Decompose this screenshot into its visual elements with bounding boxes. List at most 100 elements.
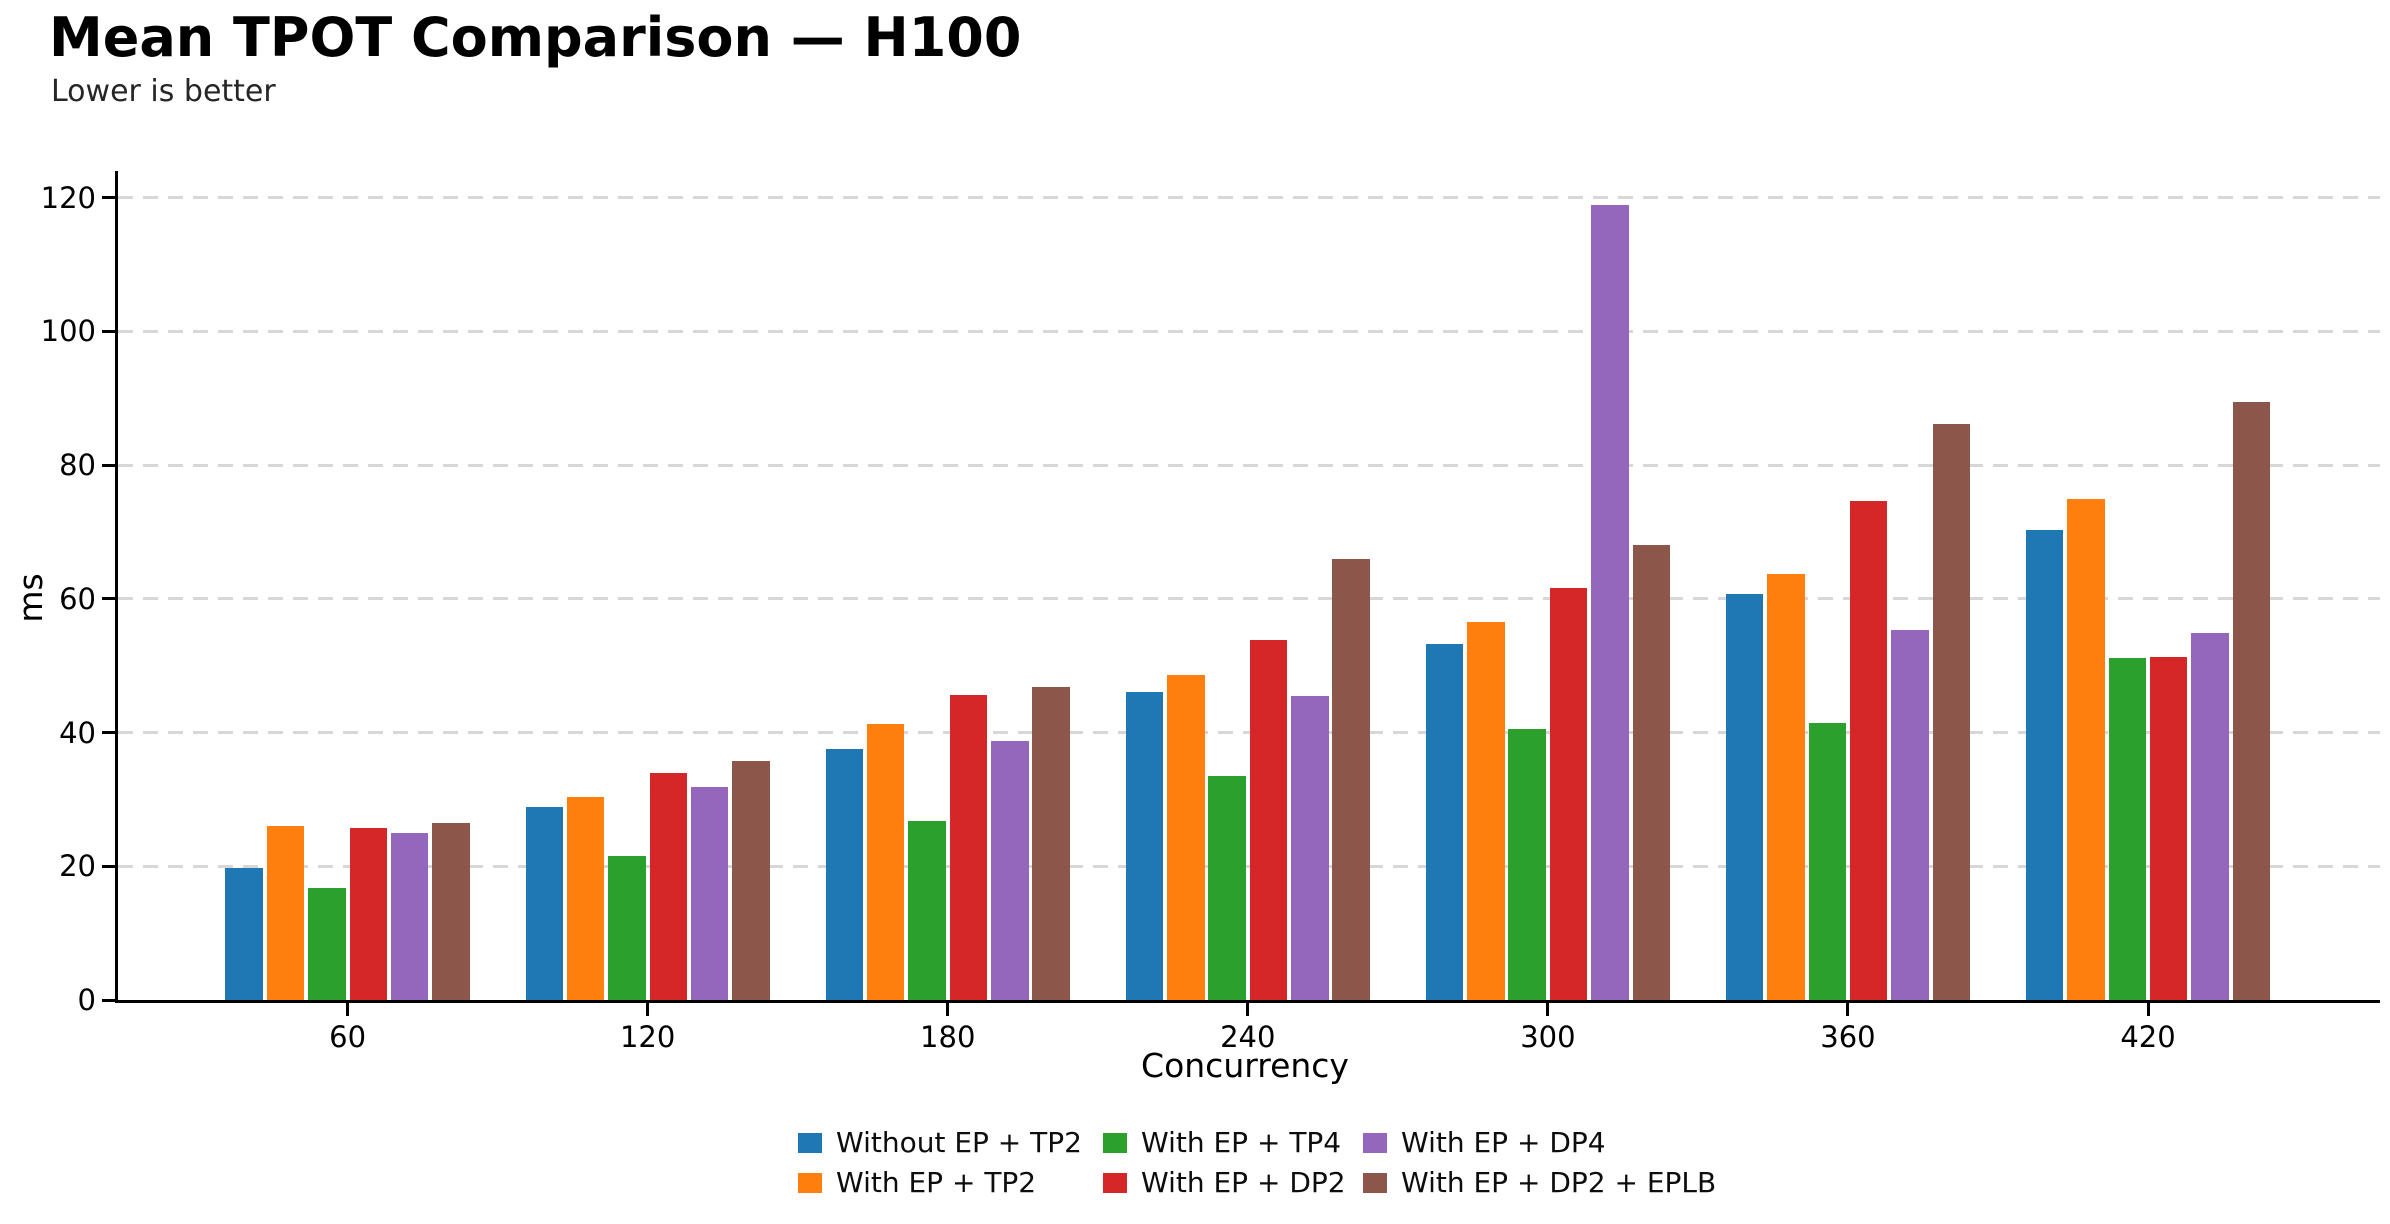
y-tick-label-80: 80 <box>59 448 96 483</box>
bar-with-ep-dp4-420 <box>2191 632 2229 1000</box>
legend-label: With EP + DP2 <box>1141 1166 1346 1199</box>
x-tick-label-360: 360 <box>1820 1020 1876 1054</box>
x-tick-label-60: 60 <box>329 1020 367 1054</box>
y-tick-label-120: 120 <box>40 180 96 215</box>
legend-swatch <box>1103 1173 1127 1193</box>
bar-without-ep-tp2-300 <box>1425 643 1464 1000</box>
gridline-60 <box>118 597 2380 601</box>
chart-title: Mean TPOT Comparison — H100 <box>49 6 1022 69</box>
bar-with-ep-dp4-360 <box>1891 629 1929 1000</box>
bar-with-ep-tp2-300 <box>1467 621 1505 1000</box>
legend-swatch <box>1363 1173 1387 1193</box>
bar-with-ep-dp2-eplb-240 <box>1332 559 1370 1000</box>
bar-without-ep-tp2-180 <box>825 748 864 1000</box>
bar-with-ep-dp2-eplb-60 <box>432 822 470 1000</box>
chart-subtitle: Lower is better <box>51 74 276 109</box>
bar-with-ep-tp2-60 <box>266 826 305 1000</box>
gridline-20 <box>118 864 2380 868</box>
bar-with-ep-dp2-420 <box>2149 657 2188 1000</box>
x-tick-240 <box>1246 1003 1250 1016</box>
bar-with-ep-dp4-240 <box>1291 696 1329 1000</box>
legend-label: With EP + TP2 <box>836 1166 1037 1199</box>
bar-with-ep-dp2-eplb-180 <box>1032 687 1070 1000</box>
y-tick-label-20: 20 <box>59 849 96 884</box>
legend-swatch <box>798 1173 822 1193</box>
bar-with-ep-tp4-180 <box>908 820 946 1000</box>
y-tick-40 <box>102 731 115 735</box>
legend-item-with-ep-tp2: With EP + TP2 <box>798 1169 1036 1197</box>
x-tick-label-300: 300 <box>1520 1020 1576 1054</box>
legend-item-with-ep-tp4: With EP + TP4 <box>1103 1129 1341 1157</box>
bar-with-ep-dp4-180 <box>991 740 1029 1000</box>
bar-with-ep-dp4-60 <box>390 832 429 1000</box>
bar-with-ep-tp4-240 <box>1208 776 1246 1000</box>
y-tick-60 <box>102 597 115 601</box>
legend-label: With EP + TP4 <box>1141 1126 1342 1159</box>
x-tick-label-180: 180 <box>920 1020 976 1054</box>
bar-with-ep-dp2-eplb-420 <box>2232 401 2271 1000</box>
x-tick-360 <box>1846 1003 1850 1016</box>
gridline-100 <box>118 329 2380 333</box>
bar-with-ep-dp4-300 <box>1591 205 1629 1000</box>
legend-label: Without EP + TP2 <box>836 1126 1082 1159</box>
y-tick-120 <box>102 196 115 200</box>
bar-with-ep-dp4-120 <box>690 787 729 1000</box>
x-tick-180 <box>946 1003 950 1016</box>
x-tick-420 <box>2146 1003 2150 1016</box>
y-tick-20 <box>102 864 115 868</box>
bar-with-ep-tp4-60 <box>308 888 346 1000</box>
bar-with-ep-tp2-180 <box>866 723 905 1000</box>
bar-without-ep-tp2-120 <box>525 807 564 1000</box>
gridline-40 <box>118 731 2380 735</box>
bar-with-ep-dp2-300 <box>1549 588 1588 1000</box>
y-tick-0 <box>102 998 115 1002</box>
bar-with-ep-dp2-360 <box>1849 501 1888 1000</box>
legend-item-with-ep-dp2: With EP + DP2 <box>1103 1169 1346 1197</box>
legend-swatch <box>798 1133 822 1153</box>
legend-swatch <box>1363 1133 1387 1153</box>
bar-with-ep-dp2-60 <box>349 827 388 1000</box>
y-tick-label-40: 40 <box>59 715 96 750</box>
legend-swatch <box>1103 1133 1127 1153</box>
bar-with-ep-tp4-120 <box>608 856 646 1000</box>
y-tick-100 <box>102 329 115 333</box>
legend-label: With EP + DP4 <box>1401 1126 1606 1159</box>
legend-item-with-ep-dp2-eplb: With EP + DP2 + EPLB <box>1363 1169 1716 1197</box>
bar-with-ep-dp2-eplb-300 <box>1632 545 1670 1000</box>
y-tick-label-100: 100 <box>40 314 96 349</box>
gridline-80 <box>118 463 2380 467</box>
bar-with-ep-dp2-120 <box>649 772 688 1000</box>
bar-without-ep-tp2-60 <box>225 868 263 1000</box>
x-tick-label-420: 420 <box>2120 1020 2176 1054</box>
plot-area: 0 20 40 60 80 100 120 60 120 180 240 300 360 420 <box>41 171 2380 1054</box>
y-tick-80 <box>102 463 115 467</box>
y-tick-label-60: 60 <box>59 581 96 616</box>
y-tick-label-0: 0 <box>77 983 96 1017</box>
legend-item-without-ep-tp2: Without EP + TP2 <box>798 1129 1082 1157</box>
gridline-120 <box>118 196 2380 200</box>
bar-with-ep-tp2-420 <box>2067 498 2105 1000</box>
bar-with-ep-tp4-300 <box>1508 728 1546 1000</box>
bar-without-ep-tp2-360 <box>1725 594 1764 1000</box>
bar-with-ep-tp2-360 <box>1767 574 1805 1000</box>
bar-with-ep-tp2-240 <box>1167 675 1205 1000</box>
legend-label: With EP + DP2 + EPLB <box>1401 1166 1717 1199</box>
bar-with-ep-dp2-180 <box>949 695 988 1000</box>
bar-without-ep-tp2-420 <box>2025 530 2064 1000</box>
bar-with-ep-tp4-420 <box>2108 657 2147 1000</box>
x-tick-label-120: 120 <box>619 1020 676 1054</box>
x-tick-120 <box>646 1003 650 1016</box>
y-axis-title: ms <box>10 573 50 623</box>
x-tick-label-240: 240 <box>1220 1020 1276 1054</box>
bar-without-ep-tp2-240 <box>1125 692 1164 1000</box>
x-tick-300 <box>1546 1003 1550 1016</box>
bar-with-ep-dp2-eplb-120 <box>732 760 770 1000</box>
bar-with-ep-dp2-240 <box>1249 640 1288 1000</box>
y-axis-spine <box>115 171 118 1003</box>
x-axis-title: Concurrency <box>1141 1046 1349 1085</box>
x-axis-line <box>115 1000 2380 1003</box>
bar-with-ep-dp2-eplb-360 <box>1932 424 1971 1000</box>
x-tick-60 <box>346 1003 350 1016</box>
bar-with-ep-tp2-120 <box>566 796 605 1000</box>
